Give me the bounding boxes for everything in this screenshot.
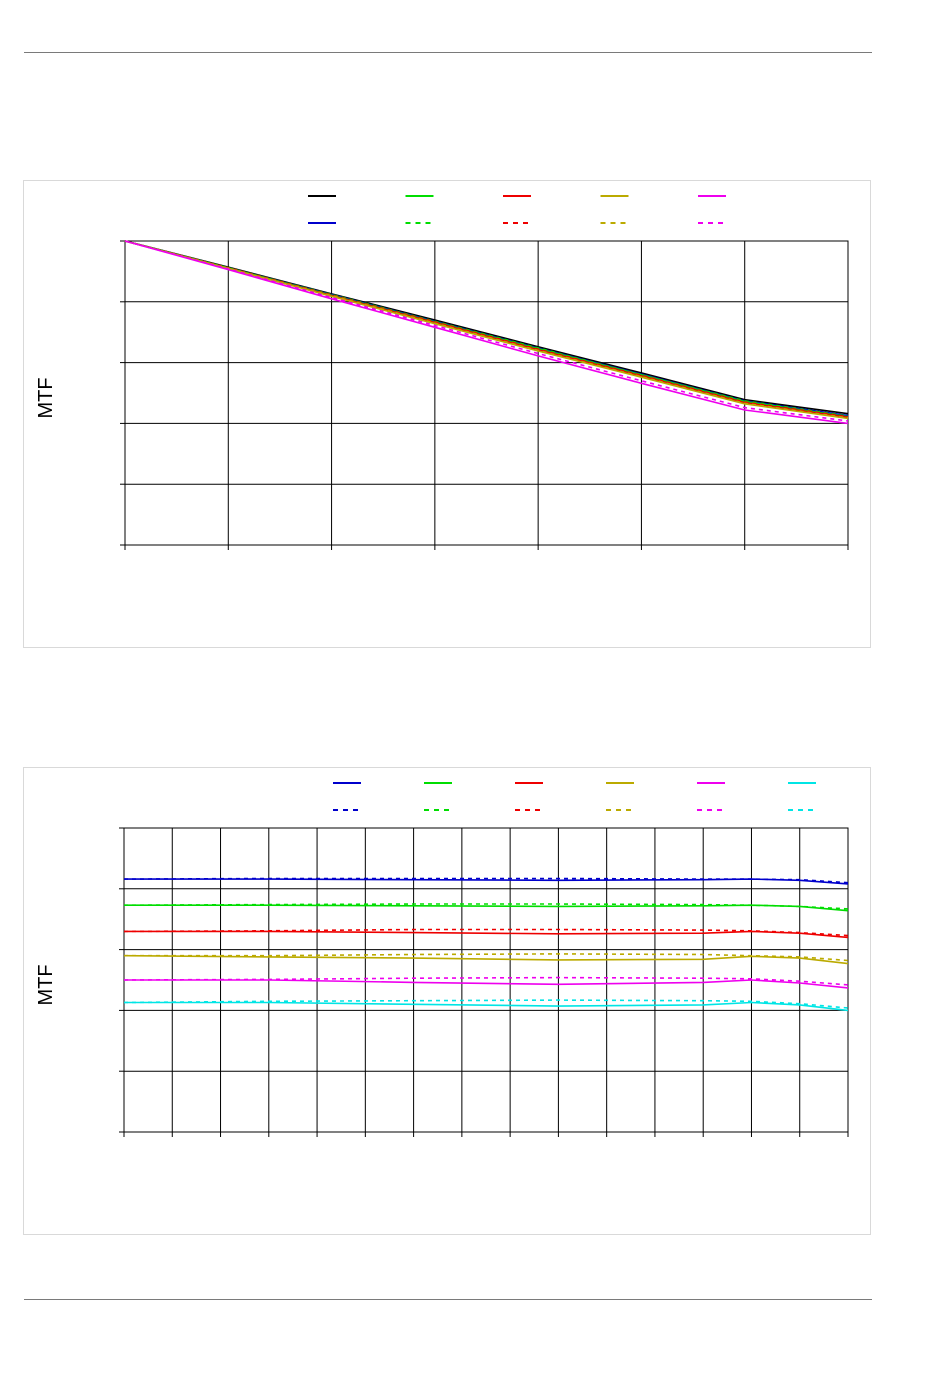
mtf-chart-1-svg: MTF bbox=[35, 195, 849, 550]
mtf-chart-2: MTF bbox=[23, 767, 871, 1235]
series-line-12 bbox=[123, 999, 849, 1009]
chart-series bbox=[123, 877, 849, 1012]
series-line-8 bbox=[124, 953, 849, 962]
y-axis-label: MTF bbox=[35, 964, 57, 1005]
series-line-2 bbox=[123, 877, 849, 884]
series-line-1 bbox=[124, 878, 849, 885]
chart-legend bbox=[308, 195, 726, 224]
mtf-chart-2-svg: MTF bbox=[35, 782, 849, 1137]
series-line-1 bbox=[124, 240, 849, 415]
series-line-9 bbox=[124, 240, 849, 425]
series-line-2 bbox=[124, 240, 849, 417]
series-line-6 bbox=[123, 928, 849, 937]
series-line-3 bbox=[124, 240, 849, 418]
chart-legend bbox=[333, 782, 816, 811]
series-line-6 bbox=[124, 240, 849, 418]
y-axis-label: MTF bbox=[35, 377, 57, 418]
series-line-11 bbox=[124, 1001, 849, 1012]
plot-area-border bbox=[124, 240, 849, 546]
series-line-7 bbox=[124, 240, 849, 420]
series-line-10 bbox=[123, 976, 849, 986]
series-line-4 bbox=[124, 240, 849, 417]
series-line-4 bbox=[123, 903, 849, 910]
mtf-chart-1: MTF bbox=[23, 180, 871, 648]
chart-grid bbox=[119, 827, 849, 1137]
series-line-8 bbox=[124, 240, 849, 419]
series-line-9 bbox=[124, 979, 849, 989]
chart-grid bbox=[120, 240, 849, 550]
series-line-7 bbox=[123, 954, 849, 965]
series-line-5 bbox=[124, 240, 849, 419]
footer-rule bbox=[24, 1299, 872, 1300]
header-rule bbox=[24, 52, 872, 53]
series-line-3 bbox=[124, 904, 849, 912]
chart-series bbox=[124, 240, 849, 425]
series-line-5 bbox=[124, 930, 849, 939]
